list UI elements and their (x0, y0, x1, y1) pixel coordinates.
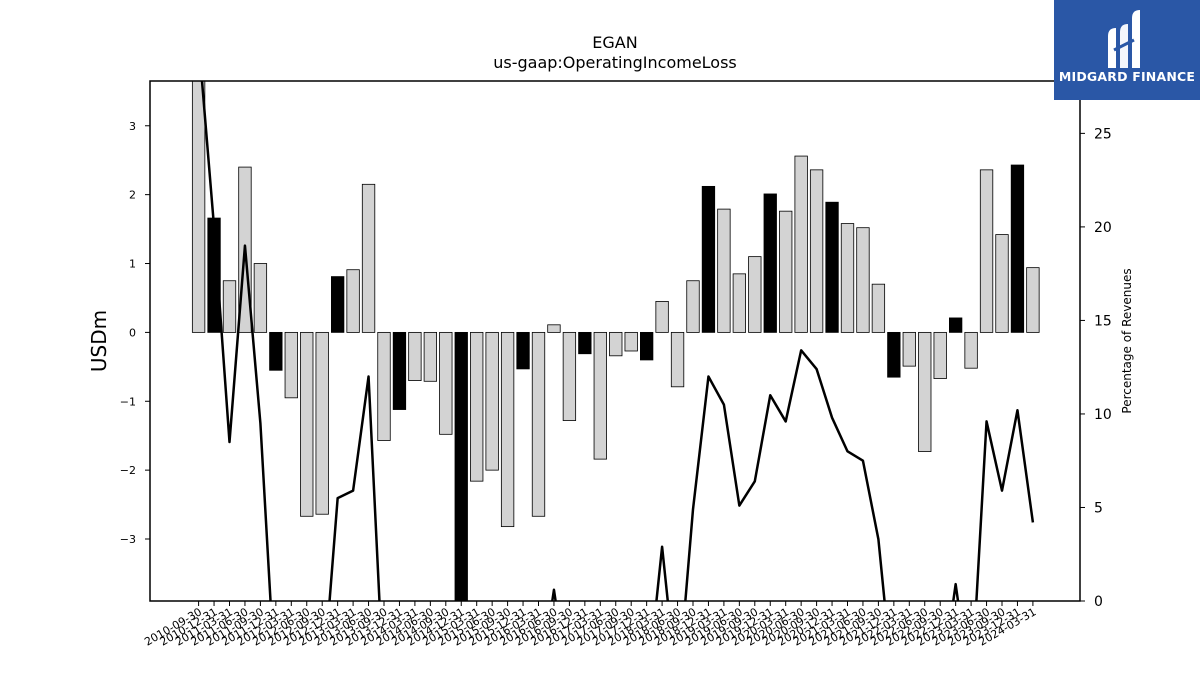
bar-2020-12-31 (825, 201, 839, 333)
bar-2017-09-30 (624, 331, 638, 352)
bar-2011-12-31 (269, 331, 283, 371)
bar-2022-12-31 (949, 317, 963, 333)
y-tick-label: 2 (129, 189, 136, 202)
bar-2016-06-30 (547, 324, 561, 333)
chart-subtitle: us-gaap:OperatingIncomeLoss (493, 53, 737, 72)
bar-2021-12-31 (887, 331, 901, 378)
bar-2013-03-31 (346, 269, 360, 333)
logo-text: MIDGARD FINANCE (1058, 69, 1196, 84)
bar-2019-06-30 (732, 273, 746, 333)
bar-2014-03-31 (408, 331, 422, 382)
bar-2020-06-30 (794, 155, 808, 333)
bar-2015-09-30 (500, 331, 515, 528)
bar-2019-12-31 (763, 193, 777, 333)
midgard-logo-icon (1108, 10, 1140, 68)
chart-title: EGAN (592, 33, 637, 52)
bar-2013-12-31 (392, 331, 407, 410)
y-tick-label: −3 (120, 533, 136, 546)
bar-2023-12-31 (1010, 164, 1025, 333)
bar-2012-03-31 (284, 331, 298, 399)
bars-layer (191, 81, 1040, 601)
bar-2014-12-31 (454, 331, 468, 601)
left-axis: −3 −2 −1 0 1 2 3 (120, 120, 150, 546)
bar-2015-03-31 (470, 331, 484, 482)
y2-tick-label: 10 (1094, 407, 1112, 423)
bar-2016-03-31 (531, 331, 546, 517)
bar-2012-12-31 (330, 276, 345, 333)
y-tick-label: 1 (129, 258, 136, 271)
y-tick-label: 3 (129, 120, 136, 133)
bar-2013-06-30 (361, 183, 376, 333)
bar-2021-03-31 (840, 223, 855, 333)
bar-2013-09-30 (377, 331, 391, 441)
y2-tick-label: 15 (1094, 313, 1112, 329)
y-tick-label: 0 (129, 326, 136, 339)
midgard-finance-logo: MIDGARD FINANCE (1054, 0, 1200, 100)
bar-2017-12-31 (640, 331, 654, 361)
bar-2023-06-30 (979, 169, 994, 333)
bar-2014-06-30 (423, 331, 438, 382)
y2-axis-label: Percentage of Revenues (1120, 268, 1134, 413)
bar-2017-06-30 (609, 331, 623, 357)
bar-2012-09-30 (315, 331, 329, 515)
bar-2018-12-31 (701, 185, 716, 333)
bar-2011-09-30 (253, 263, 268, 333)
bar-2024-03-31 (1026, 267, 1040, 333)
bar-2019-03-31 (717, 208, 731, 333)
bar-2017-03-31 (593, 331, 607, 460)
y-tick-label: −1 (120, 395, 136, 408)
bar-2016-12-31 (578, 331, 592, 355)
y2-tick-label: 5 (1094, 500, 1103, 516)
ratio-line-layer (200, 81, 1035, 601)
bar-2019-09-30 (748, 256, 762, 333)
x-axis: 2010-09-302010-12-312011-03-312011-06-30… (142, 601, 1038, 649)
bar-2015-06-30 (485, 331, 499, 471)
bar-2016-09-30 (562, 331, 577, 421)
bar-2012-06-30 (300, 331, 314, 517)
y2-tick-label: 25 (1094, 126, 1112, 142)
right-axis: 0 5 10 15 20 25 (1080, 126, 1112, 610)
bar-2010-09-30 (191, 81, 206, 333)
bar-2021-06-30 (856, 227, 870, 333)
bar-2022-03-31 (902, 331, 916, 367)
bar-2011-03-31 (222, 280, 237, 333)
ratio-line (200, 81, 1035, 601)
plot-frame (149, 80, 1081, 602)
bar-2023-09-30 (995, 234, 1009, 333)
bar-2021-09-30 (871, 283, 886, 333)
y-axis-label: USDm (87, 310, 111, 372)
y-tick-label: −2 (120, 464, 136, 477)
bar-2014-09-30 (439, 331, 453, 435)
bar-2018-06-30 (670, 331, 685, 388)
y2-tick-label: 0 (1094, 594, 1103, 610)
bar-2022-06-30 (918, 331, 932, 452)
bar-2020-03-31 (779, 210, 793, 333)
bar-2018-09-30 (686, 280, 700, 333)
bar-2015-12-31 (516, 331, 530, 370)
bar-2023-03-31 (964, 331, 978, 369)
bar-2018-03-31 (655, 300, 669, 333)
y2-tick-label: 20 (1094, 220, 1112, 236)
bar-2020-09-30 (809, 169, 824, 333)
bar-2022-09-30 (933, 331, 947, 379)
